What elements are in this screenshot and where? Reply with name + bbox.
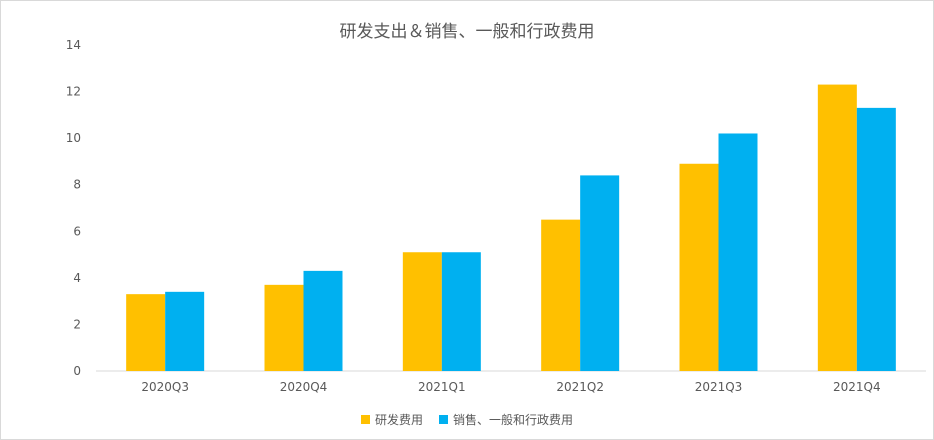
bar-series-1 (718, 133, 758, 371)
legend-item-series-1: 销售、一般和行政费用 (439, 411, 573, 428)
bar-series-1 (303, 270, 343, 371)
bar-series-1 (856, 107, 896, 371)
x-tick-label: 2021Q3 (695, 380, 743, 394)
y-tick-label: 10 (66, 131, 81, 145)
x-tick-label: 2020Q4 (280, 380, 328, 394)
y-tick-label: 6 (73, 224, 81, 238)
x-tick-label: 2021Q1 (418, 380, 466, 394)
y-tick-label: 2 (73, 317, 81, 331)
y-tick-label: 12 (66, 85, 81, 99)
legend-label-series-1: 销售、一般和行政费用 (453, 413, 574, 427)
bar-series-0 (679, 163, 719, 371)
bar-series-0 (402, 252, 442, 371)
legend-swatch-series-0 (360, 415, 370, 424)
bar-series-1 (580, 175, 620, 371)
bar-series-0 (541, 219, 581, 371)
legend-item-series-0: 研发费用 (360, 411, 423, 428)
bar-series-0 (126, 294, 166, 371)
legend-label-series-0: 研发费用 (374, 413, 423, 427)
bar-series-0 (817, 84, 857, 371)
y-tick-label: 14 (66, 38, 81, 52)
chart-title: 研发支出＆销售、一般和行政费用 (339, 22, 595, 42)
y-tick-label: 8 (73, 178, 81, 192)
x-tick-label: 2021Q4 (833, 380, 881, 394)
x-tick-label: 2020Q3 (141, 380, 189, 394)
legend-swatch-series-1 (439, 415, 448, 424)
bar-series-1 (165, 291, 205, 371)
chart-legend: 研发费用 销售、一般和行政费用 (1, 411, 933, 428)
x-tick-label: 2021Q2 (556, 380, 604, 394)
bar-series-1 (441, 252, 481, 371)
bar-series-0 (264, 284, 304, 371)
y-tick-label: 4 (73, 271, 81, 285)
y-tick-label: 0 (73, 364, 81, 378)
